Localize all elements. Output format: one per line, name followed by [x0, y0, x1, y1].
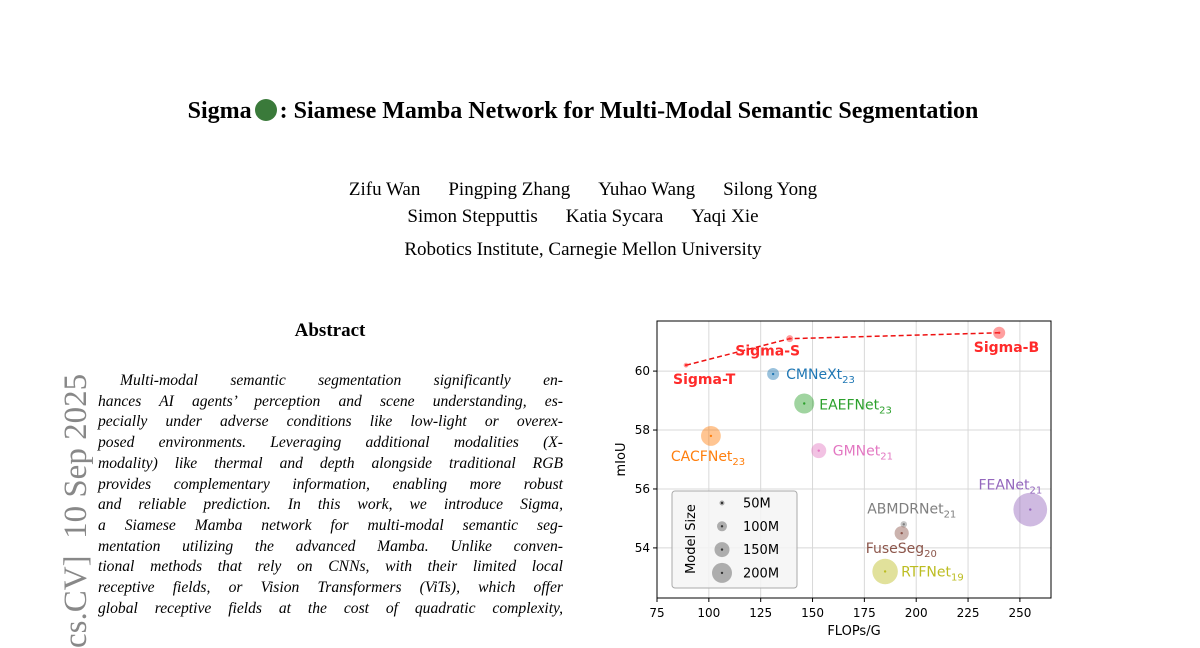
legend-size-label: 150M	[743, 543, 779, 558]
paper-title: Sigma : Siamese Mamba Network for Multi-M…	[0, 98, 1166, 125]
abstract-line: posed environments. Leveraging additiona…	[98, 434, 563, 452]
point-label: Sigma-T	[673, 372, 736, 388]
legend-box	[671, 490, 798, 589]
abstract-line: Multi-modal semantic segmentation signif…	[120, 372, 563, 389]
bubble-center	[900, 531, 903, 535]
point-label: Sigma-S	[735, 344, 800, 360]
author-name: Yaqi Xie	[691, 206, 759, 227]
point-label-sub: 20	[924, 549, 937, 560]
legend-size-label: 100M	[743, 520, 779, 535]
point-label-name: ABMDRNet	[867, 501, 944, 517]
point-label-sub: 19	[951, 572, 964, 583]
bubble-center	[771, 372, 775, 376]
point-label-name: GMNet	[833, 444, 881, 460]
abstract-line: pecially under adverse conditions like l…	[98, 413, 563, 431]
author-name: Yuhao Wang	[598, 179, 696, 200]
legend-title: Model Size	[684, 504, 699, 574]
point-label-name: FuseSeg	[866, 541, 924, 557]
point-label-name: Sigma-S	[735, 344, 800, 360]
bubble-center	[788, 337, 791, 340]
abstract-line: receptive fields, or Vision Transformers…	[98, 579, 563, 596]
abstract-line: modality) like thermal and depth alongsi…	[98, 454, 563, 472]
point-label-name: Sigma-T	[673, 372, 736, 388]
point-label: FEANet21	[978, 478, 1042, 497]
point-label-sub: 23	[842, 375, 855, 386]
abstract-line: tional methods that rely on CNNs, with t…	[98, 558, 563, 576]
bubble-center	[709, 434, 713, 438]
author-name: Simon Stepputtis	[407, 206, 538, 227]
point-label-name: FEANet	[978, 478, 1030, 494]
point-label-sub: 21	[880, 452, 893, 463]
abstract-heading: Abstract	[294, 320, 366, 341]
point-label-name: RTFNet	[901, 564, 951, 580]
point-label: Sigma-B	[974, 340, 1039, 356]
title-icon	[254, 99, 277, 121]
bubble-center	[997, 331, 1001, 334]
abstract-line: global receptive fields at the cost of q…	[98, 599, 563, 617]
legend-size-center	[720, 525, 724, 528]
author-name: Pingping Zhang	[448, 179, 571, 200]
point-label-name: CMNeXt	[786, 367, 843, 383]
legend-size-label: 50M	[743, 497, 771, 512]
abstract-line: hances AI agents’ perception and scene u…	[98, 392, 563, 410]
abstract-line: provides complementary information, enab…	[98, 475, 563, 493]
bubble-center	[902, 523, 905, 526]
x-tick-label: 225	[957, 606, 980, 620]
y-tick-label: 58	[635, 423, 650, 437]
legend-size-center	[720, 501, 724, 505]
plot-frame	[656, 320, 1052, 599]
x-tick-label: 150	[801, 606, 824, 620]
bubble-center	[1029, 508, 1032, 511]
author-row: Simon Stepputtis Katia Sycara Yaqi Xie	[0, 206, 1166, 228]
author-row: Zifu Wan Pingping Zhang Yuhao Wang Silong Y…	[0, 179, 1166, 201]
point-label-name: Sigma-B	[974, 340, 1039, 356]
x-axis-label: FLOPs/G	[827, 624, 880, 639]
x-tick-label: 175	[853, 606, 876, 620]
abstract-line: a Siamese Mamba network for multi-modal …	[98, 516, 563, 534]
title-text: Sigma	[187, 98, 252, 124]
point-label-name: EAEFNet	[819, 398, 879, 414]
abstract-line: mentation utilizing the advanced Mamba. …	[98, 537, 563, 555]
y-axis-label: mIoU	[614, 443, 629, 477]
x-tick-label: 75	[649, 606, 664, 620]
legend-size-center	[720, 571, 724, 575]
y-tick-label: 54	[635, 541, 650, 555]
bubble-center	[817, 449, 820, 452]
point-label-sub: 23	[732, 457, 745, 468]
author-name: Silong Yong	[723, 179, 818, 200]
point-label: CACFNet23	[671, 449, 745, 468]
point-label-name: CACFNet	[671, 449, 733, 465]
point-label-sub: 21	[944, 509, 957, 520]
point-label: ABMDRNet21	[867, 501, 956, 520]
x-tick-label: 100	[697, 606, 720, 620]
legend-size-center	[720, 548, 724, 551]
point-label: RTFNet19	[901, 564, 964, 583]
point-label-sub: 21	[1030, 486, 1043, 497]
point-label: CMNeXt23	[786, 367, 855, 386]
bubble-center	[684, 364, 688, 367]
x-tick-label: 250	[1008, 606, 1031, 620]
y-tick-label: 60	[635, 364, 650, 378]
affiliation: Robotics Institute, Carnegie Mellon Univ…	[404, 239, 762, 260]
point-label: GMNet21	[833, 444, 893, 463]
legend-size-label: 200M	[743, 566, 779, 581]
bubble-center	[803, 402, 806, 405]
point-label: EAEFNet23	[819, 398, 892, 417]
author-name: Katia Sycara	[565, 206, 664, 227]
abstract-line: and reliable prediction. In this work, w…	[98, 496, 563, 514]
point-label: FuseSeg20	[866, 541, 937, 560]
y-tick-label: 56	[635, 482, 650, 496]
x-tick-label: 200	[905, 606, 928, 620]
point-label-sub: 23	[879, 406, 892, 417]
author-name: Zifu Wan	[348, 179, 421, 200]
x-tick-label: 125	[749, 606, 772, 620]
bubble-center	[883, 570, 887, 573]
title-text: : Siamese Mamba Network for Multi-Modal …	[279, 98, 979, 124]
